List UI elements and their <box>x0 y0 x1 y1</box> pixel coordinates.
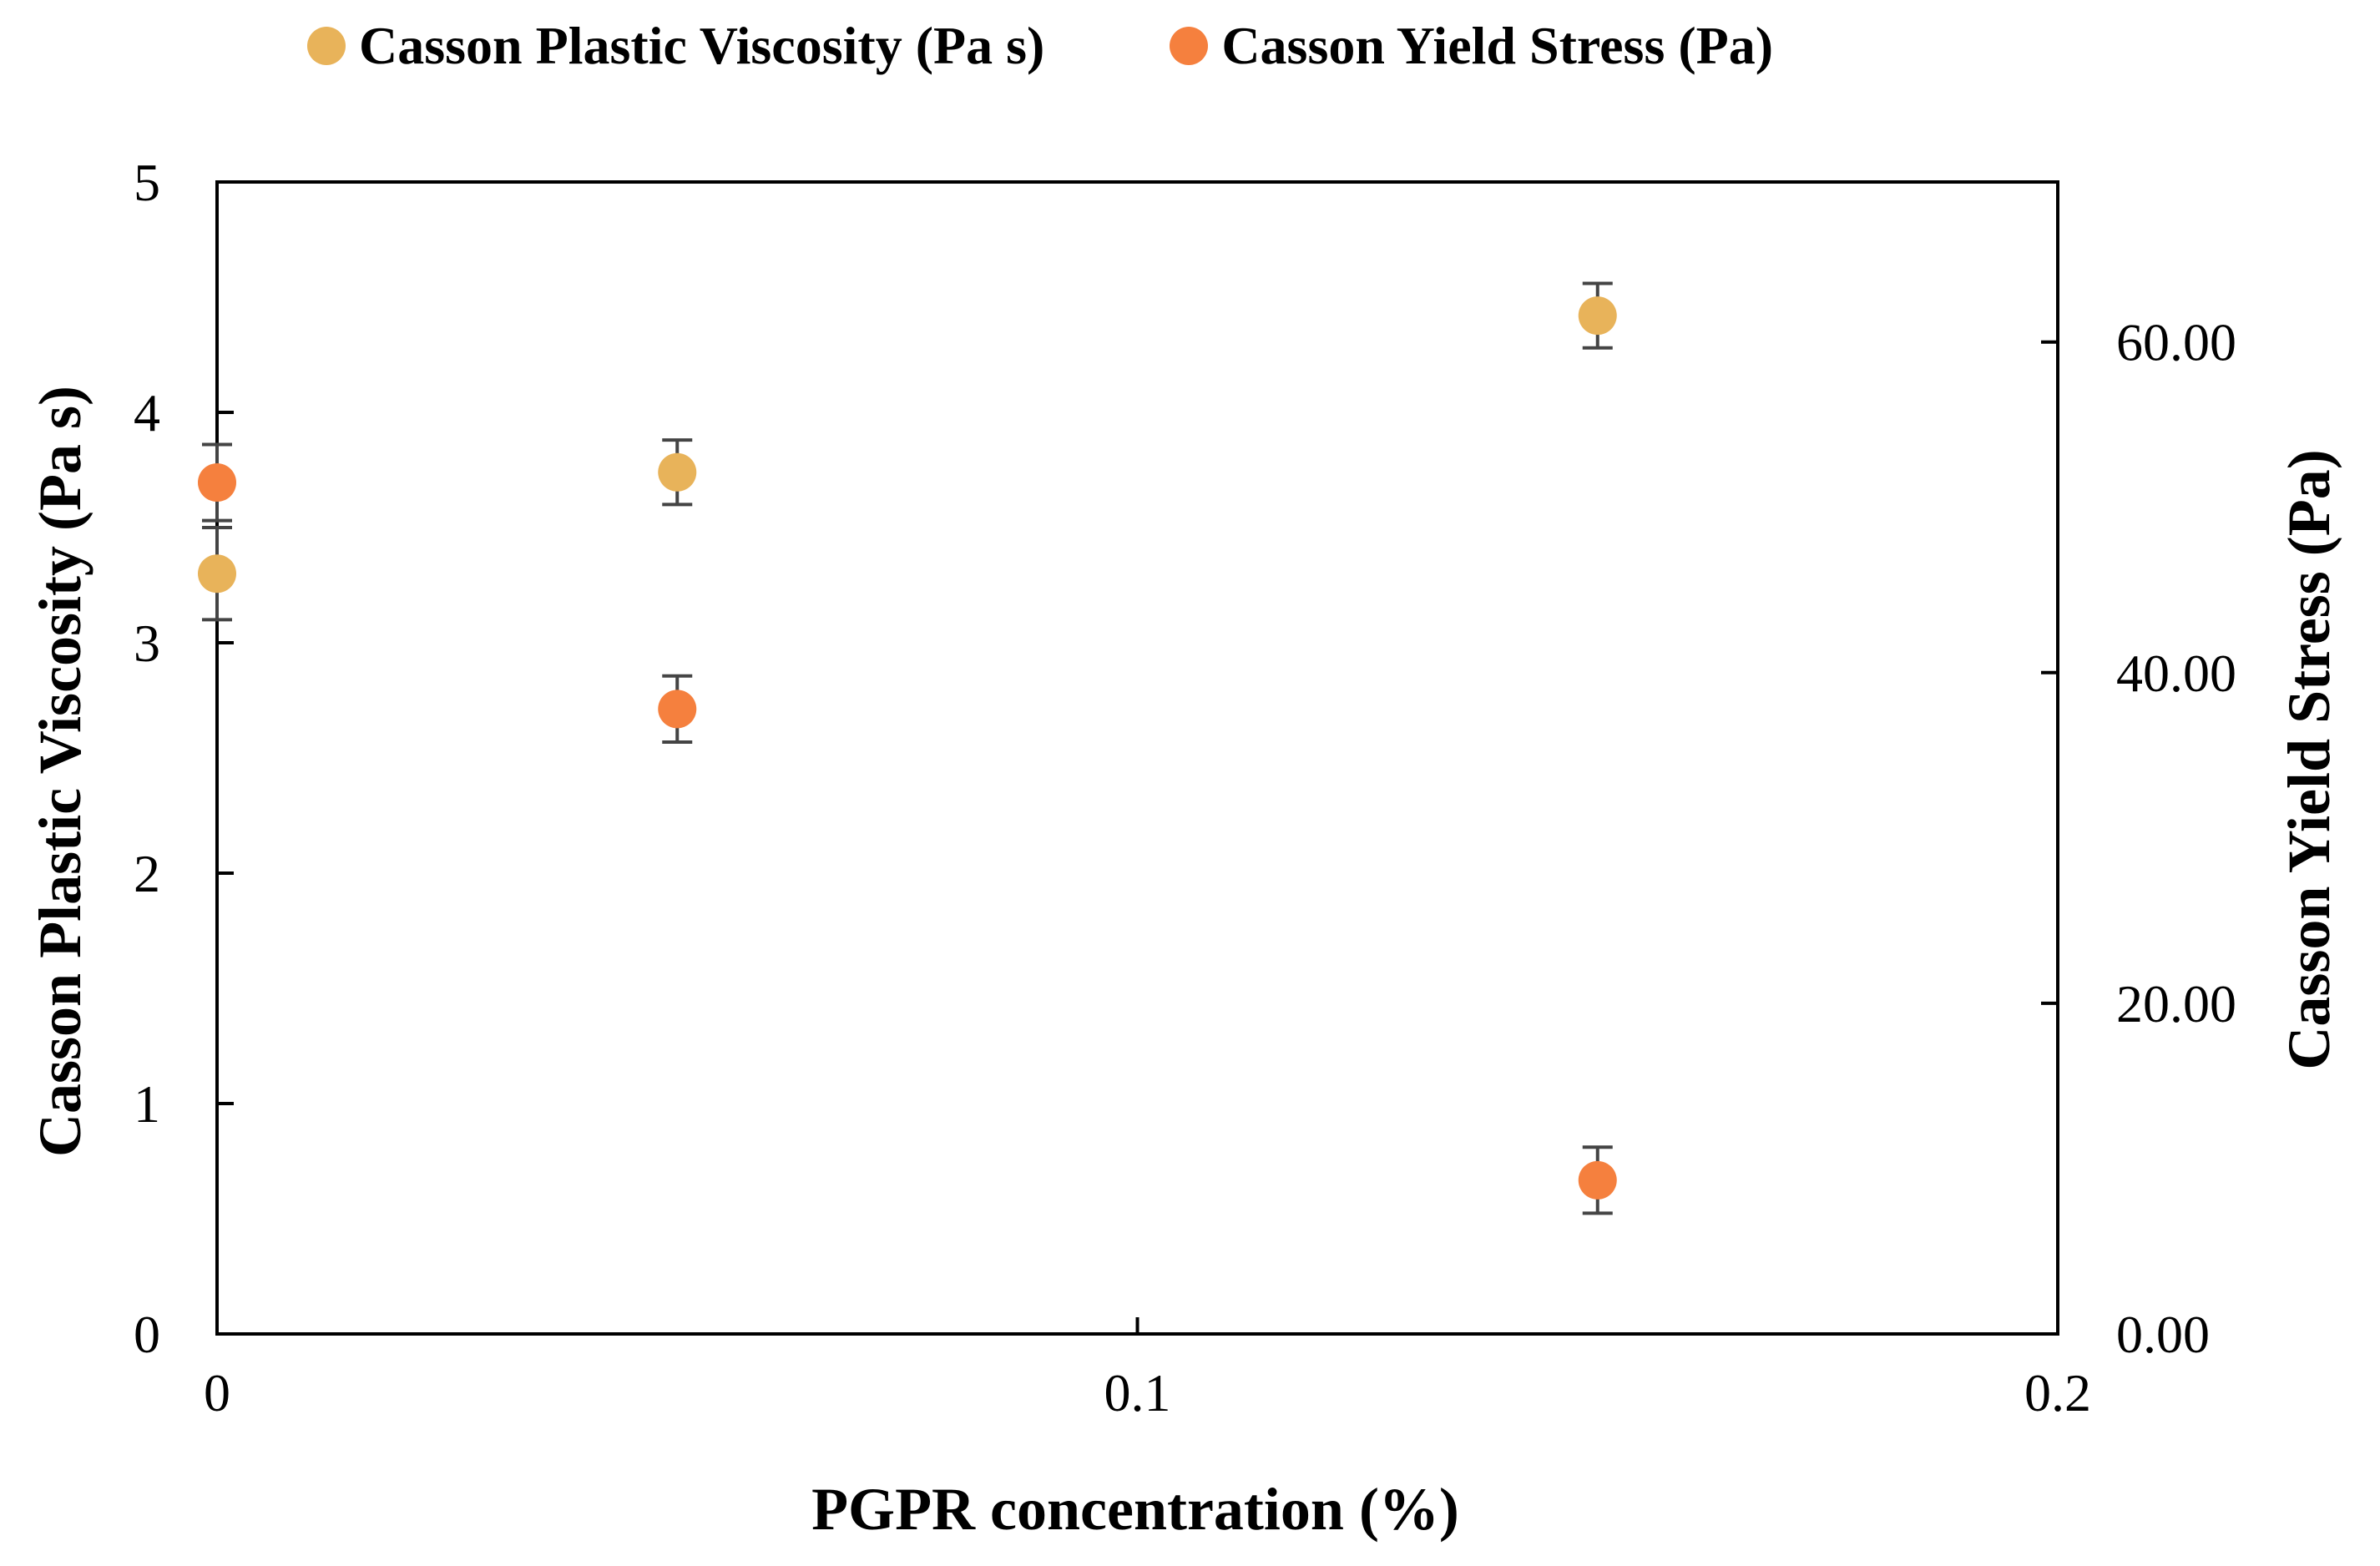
x-tick-label: 0.2 <box>2024 1363 2091 1422</box>
x-tick-label: 0 <box>204 1363 230 1422</box>
legend-entry-yield-stress: Casson Yield Stress (Pa) <box>1170 15 1773 77</box>
y2-tick-label: 60.00 <box>2116 313 2236 372</box>
legend: Casson Plastic Viscosity (Pa s) Casson Y… <box>307 15 1773 77</box>
y2-axis-label: Casson Yield Stress (Pa) <box>2276 449 2342 1069</box>
plot-frame <box>215 180 2059 1336</box>
y2-tick-label: 40.00 <box>2116 644 2236 703</box>
data-point-viscosity <box>658 452 697 492</box>
x-axis-label: PGPR concentration (%) <box>811 1476 1459 1543</box>
y-tick-label: 0 <box>134 1305 160 1364</box>
legend-marker-viscosity <box>307 27 346 65</box>
data-point-viscosity <box>1578 296 1617 336</box>
data-point-yield-stress <box>198 463 236 503</box>
data-point-yield-stress <box>1578 1160 1617 1200</box>
y-tick-label: 3 <box>134 614 160 673</box>
x-tick-label: 0.1 <box>1104 1363 1171 1422</box>
y2-tick-label: 0.00 <box>2116 1305 2210 1364</box>
data-point-yield-stress <box>658 690 697 729</box>
y-tick-label: 4 <box>134 383 160 442</box>
legend-label-yield-stress: Casson Yield Stress (Pa) <box>1221 16 1774 75</box>
y-tick-label: 5 <box>134 153 160 212</box>
legend-entry-viscosity: Casson Plastic Viscosity (Pa s) <box>307 15 1044 77</box>
y-tick-label: 1 <box>134 1074 160 1134</box>
y-axis-label: Casson Plastic Viscosity (Pa s) <box>27 386 93 1157</box>
legend-label-viscosity: Casson Plastic Viscosity (Pa s) <box>359 16 1045 75</box>
y2-tick-label: 20.00 <box>2116 974 2236 1033</box>
y-tick-label: 2 <box>134 844 160 903</box>
legend-marker-yield-stress <box>1170 27 1209 65</box>
data-point-viscosity <box>198 554 236 594</box>
